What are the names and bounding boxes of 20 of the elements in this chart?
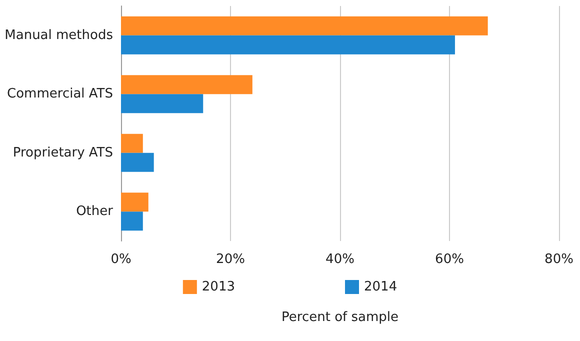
y-tick-label: Commercial ATS bbox=[7, 86, 113, 102]
bar bbox=[121, 134, 143, 153]
legend-label: 2014 bbox=[364, 280, 398, 294]
bar bbox=[121, 35, 455, 54]
x-tick-label: 80% bbox=[544, 252, 574, 267]
x-tick-label: 0% bbox=[110, 252, 132, 267]
x-axis-title: Percent of sample bbox=[282, 310, 398, 325]
bar bbox=[121, 75, 252, 94]
bar bbox=[121, 152, 154, 172]
y-tick-label: Manual methods bbox=[4, 28, 114, 43]
x-tick-label: 20% bbox=[216, 252, 245, 267]
bar bbox=[121, 94, 204, 114]
x-tick-label: 60% bbox=[435, 252, 464, 267]
x-tick-label: 40% bbox=[326, 252, 354, 267]
bar bbox=[121, 192, 148, 212]
legend-label: 2013 bbox=[202, 280, 236, 294]
y-tick-label: Other bbox=[76, 204, 114, 220]
y-tick-label: Proprietary ATS bbox=[12, 145, 113, 160]
bar bbox=[121, 212, 143, 231]
bar bbox=[121, 16, 488, 36]
